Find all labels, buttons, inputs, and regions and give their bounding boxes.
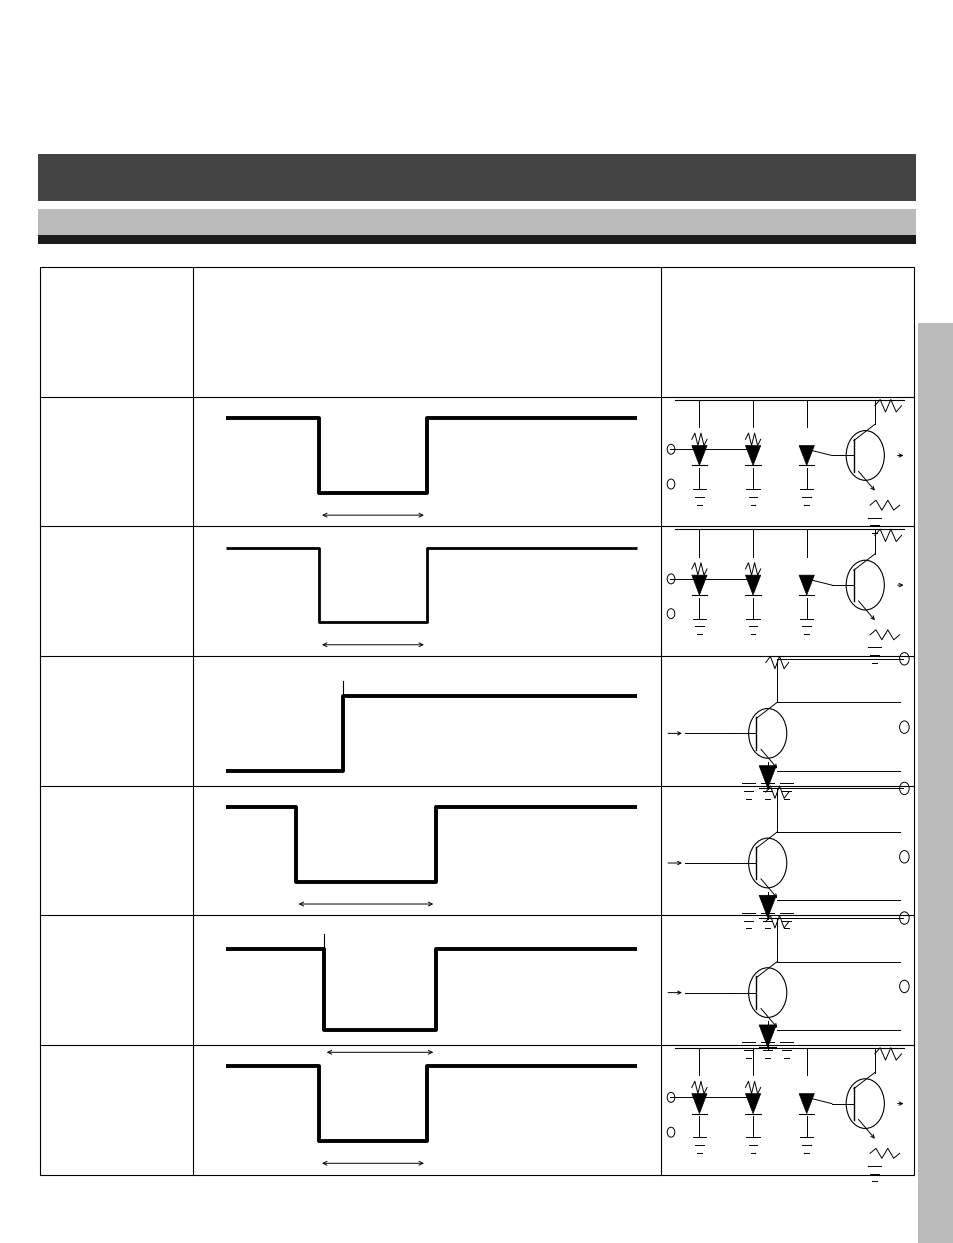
Bar [38, 209, 915, 236]
Bar [917, 323, 953, 1243]
Polygon shape [759, 766, 776, 788]
Bar [38, 235, 915, 244]
Bar [40, 267, 913, 1175]
Polygon shape [759, 895, 776, 917]
Polygon shape [744, 576, 760, 595]
Polygon shape [799, 445, 814, 465]
Polygon shape [799, 576, 814, 595]
Polygon shape [744, 1094, 760, 1114]
Polygon shape [759, 1025, 776, 1048]
Polygon shape [691, 576, 706, 595]
Polygon shape [691, 1094, 706, 1114]
Bar [38, 154, 915, 201]
Polygon shape [744, 445, 760, 465]
Polygon shape [799, 1094, 814, 1114]
Polygon shape [691, 445, 706, 465]
